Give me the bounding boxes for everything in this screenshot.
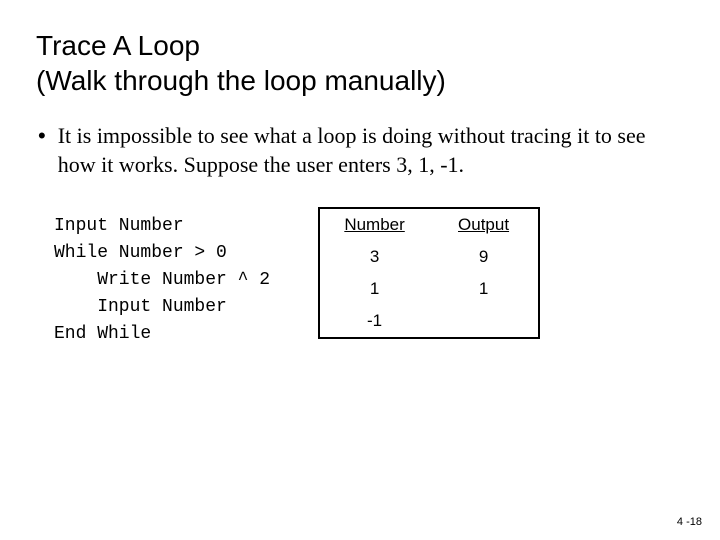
table-row: 1 1 — [319, 273, 539, 305]
code-line-5: End While — [54, 324, 151, 344]
table-row: -1 — [319, 305, 539, 338]
bullet-item: • It is impossible to see what a loop is… — [36, 122, 684, 179]
table-cell: 1 — [429, 273, 539, 305]
code-line-4: Input Number — [54, 297, 227, 317]
table-header-output: Output — [429, 208, 539, 241]
title-line-2: (Walk through the loop manually) — [36, 65, 446, 96]
table-cell: 9 — [429, 241, 539, 273]
table-cell — [429, 305, 539, 338]
table-header-number: Number — [319, 208, 429, 241]
table-cell: -1 — [319, 305, 429, 338]
title-line-1: Trace A Loop — [36, 30, 200, 61]
table-cell: 1 — [319, 273, 429, 305]
trace-table: Number Output 3 9 1 1 -1 — [318, 207, 540, 339]
table-header-row: Number Output — [319, 208, 539, 241]
code-line-3: Write Number ^ 2 — [54, 270, 270, 290]
table-cell: 3 — [319, 241, 429, 273]
bullet-marker: • — [38, 122, 46, 179]
bullet-text: It is impossible to see what a loop is d… — [58, 122, 684, 179]
code-line-1: Input Number — [54, 216, 184, 236]
code-line-2: While Number > 0 — [54, 243, 227, 263]
content-row: Input Number While Number > 0 Write Numb… — [36, 207, 684, 348]
slide-title: Trace A Loop (Walk through the loop manu… — [36, 28, 684, 98]
page-number: 4 -18 — [677, 516, 702, 528]
table-row: 3 9 — [319, 241, 539, 273]
pseudocode-block: Input Number While Number > 0 Write Numb… — [54, 207, 270, 348]
